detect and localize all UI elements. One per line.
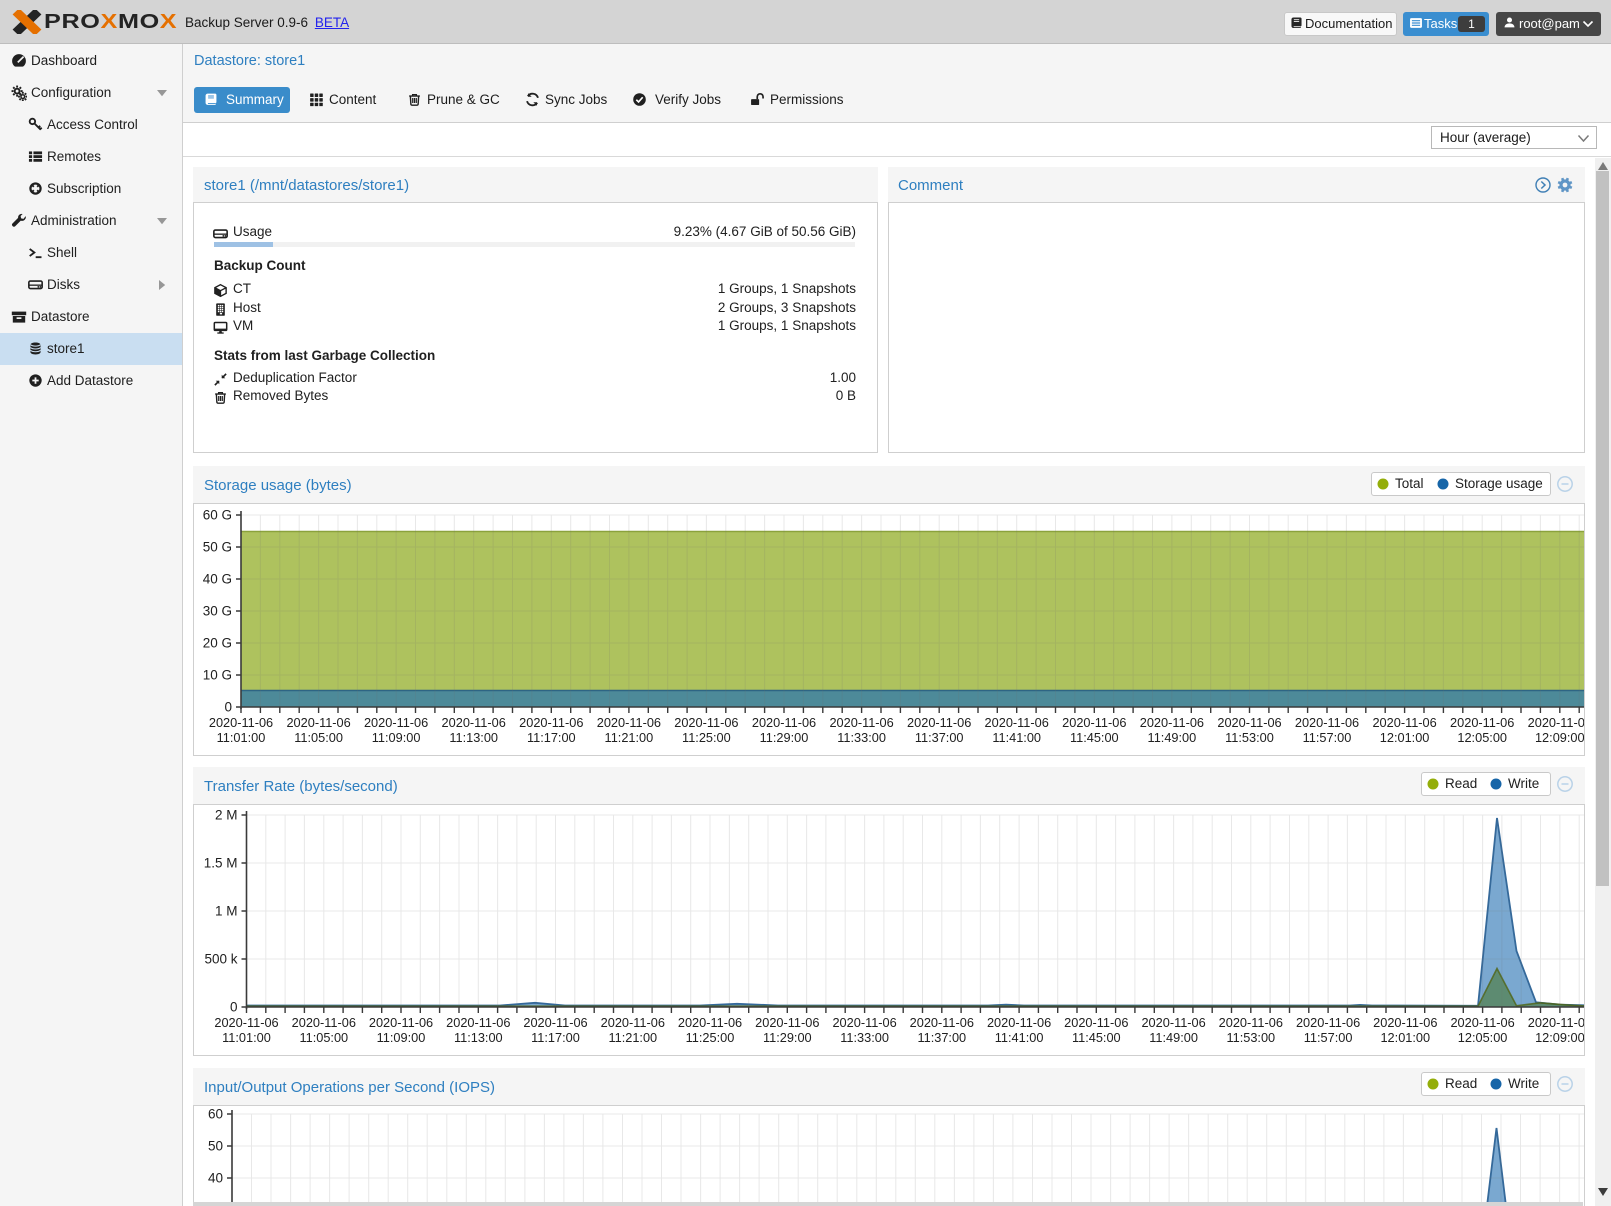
svg-text:500 k: 500 k	[204, 952, 237, 967]
svg-text:30 G: 30 G	[203, 604, 232, 619]
svg-text:2020-11-06: 2020-11-06	[752, 715, 816, 730]
svg-text:0: 0	[230, 1000, 238, 1015]
svg-text:11:05:00: 11:05:00	[294, 730, 343, 745]
svg-text:2020-11-06: 2020-11-06	[1062, 715, 1126, 730]
svg-text:11:33:00: 11:33:00	[837, 730, 886, 745]
svg-text:11:17:00: 11:17:00	[531, 1030, 580, 1045]
svg-text:2020-11-06: 2020-11-06	[907, 715, 971, 730]
svg-text:2020-11-06: 2020-11-06	[678, 1015, 742, 1030]
svg-text:2020-11-06: 2020-11-06	[523, 1015, 587, 1030]
svg-text:2020-11-06: 2020-11-06	[985, 715, 1049, 730]
svg-text:20 G: 20 G	[203, 636, 232, 651]
svg-text:12:09:00: 12:09:00	[1535, 730, 1584, 745]
svg-text:11:37:00: 11:37:00	[915, 730, 964, 745]
svg-text:2020-11-06: 2020-11-06	[286, 715, 350, 730]
svg-text:2020-11-06: 2020-11-06	[1528, 715, 1584, 730]
svg-text:2020-11-06: 2020-11-06	[755, 1015, 819, 1030]
svg-text:12:01:00: 12:01:00	[1380, 730, 1430, 745]
svg-text:2020-11-06: 2020-11-06	[1217, 715, 1281, 730]
svg-text:1.5 M: 1.5 M	[204, 856, 238, 871]
svg-text:11:25:00: 11:25:00	[682, 730, 731, 745]
svg-text:11:49:00: 11:49:00	[1148, 730, 1197, 745]
svg-text:11:41:00: 11:41:00	[992, 730, 1041, 745]
svg-text:2020-11-06: 2020-11-06	[910, 1015, 974, 1030]
svg-text:11:57:00: 11:57:00	[1304, 1030, 1353, 1045]
svg-text:40: 40	[208, 1171, 223, 1186]
svg-text:12:09:00: 12:09:00	[1535, 1030, 1584, 1045]
svg-text:2020-11-06: 2020-11-06	[446, 1015, 510, 1030]
svg-text:12:05:00: 12:05:00	[1457, 730, 1507, 745]
svg-text:2020-11-06: 2020-11-06	[987, 1015, 1051, 1030]
svg-text:2020-11-06: 2020-11-06	[1373, 1015, 1437, 1030]
svg-text:2020-11-06: 2020-11-06	[292, 1015, 356, 1030]
svg-text:11:45:00: 11:45:00	[1070, 730, 1119, 745]
svg-text:11:25:00: 11:25:00	[686, 1030, 735, 1045]
svg-text:11:17:00: 11:17:00	[527, 730, 576, 745]
svg-text:2 M: 2 M	[215, 808, 238, 823]
svg-text:2020-11-06: 2020-11-06	[1219, 1015, 1283, 1030]
svg-text:2020-11-06: 2020-11-06	[1295, 715, 1359, 730]
svg-text:60 G: 60 G	[203, 508, 232, 523]
svg-text:60: 60	[208, 1107, 223, 1122]
svg-text:12:05:00: 12:05:00	[1458, 1030, 1508, 1045]
svg-text:11:29:00: 11:29:00	[760, 730, 809, 745]
svg-text:2020-11-06: 2020-11-06	[832, 1015, 896, 1030]
svg-text:11:33:00: 11:33:00	[840, 1030, 889, 1045]
svg-text:11:13:00: 11:13:00	[449, 730, 498, 745]
svg-text:2020-11-06: 2020-11-06	[519, 715, 583, 730]
svg-text:2020-11-06: 2020-11-06	[442, 715, 506, 730]
svg-text:2020-11-06: 2020-11-06	[674, 715, 738, 730]
svg-text:2020-11-06: 2020-11-06	[1450, 715, 1514, 730]
svg-text:2020-11-06: 2020-11-06	[597, 715, 661, 730]
svg-text:12:01:00: 12:01:00	[1380, 1030, 1430, 1045]
svg-text:11:29:00: 11:29:00	[763, 1030, 812, 1045]
svg-text:11:49:00: 11:49:00	[1149, 1030, 1198, 1045]
svg-text:2020-11-06: 2020-11-06	[829, 715, 893, 730]
svg-text:11:37:00: 11:37:00	[917, 1030, 966, 1045]
svg-text:1 M: 1 M	[215, 904, 238, 919]
svg-text:2020-11-06: 2020-11-06	[1296, 1015, 1360, 1030]
svg-text:2020-11-06: 2020-11-06	[209, 715, 273, 730]
svg-text:11:41:00: 11:41:00	[995, 1030, 1044, 1045]
svg-text:11:13:00: 11:13:00	[454, 1030, 503, 1045]
svg-text:2020-11-06: 2020-11-06	[1141, 1015, 1205, 1030]
svg-text:11:53:00: 11:53:00	[1225, 730, 1274, 745]
svg-text:2020-11-06: 2020-11-06	[364, 715, 428, 730]
svg-text:50 G: 50 G	[203, 540, 232, 555]
svg-text:10 G: 10 G	[203, 668, 232, 683]
svg-text:11:57:00: 11:57:00	[1303, 730, 1352, 745]
svg-text:0: 0	[224, 700, 232, 715]
svg-text:40 G: 40 G	[203, 572, 232, 587]
svg-text:50: 50	[208, 1139, 223, 1154]
svg-text:11:01:00: 11:01:00	[222, 1030, 271, 1045]
svg-text:2020-11-06: 2020-11-06	[1140, 715, 1204, 730]
svg-text:2020-11-06: 2020-11-06	[369, 1015, 433, 1030]
svg-text:2020-11-06: 2020-11-06	[1450, 1015, 1514, 1030]
svg-text:11:53:00: 11:53:00	[1226, 1030, 1275, 1045]
svg-text:11:05:00: 11:05:00	[299, 1030, 348, 1045]
svg-text:2020-11-06: 2020-11-06	[1372, 715, 1436, 730]
svg-text:11:21:00: 11:21:00	[605, 730, 654, 745]
svg-text:2020-11-06: 2020-11-06	[1064, 1015, 1128, 1030]
svg-text:2020-11-06: 2020-11-06	[214, 1015, 278, 1030]
svg-text:2020-11-06: 2020-11-06	[601, 1015, 665, 1030]
svg-text:11:09:00: 11:09:00	[377, 1030, 426, 1045]
svg-text:11:01:00: 11:01:00	[217, 730, 266, 745]
svg-text:2020-11-06: 2020-11-06	[1528, 1015, 1584, 1030]
svg-text:11:21:00: 11:21:00	[608, 1030, 657, 1045]
svg-text:11:09:00: 11:09:00	[372, 730, 421, 745]
svg-text:11:45:00: 11:45:00	[1072, 1030, 1121, 1045]
